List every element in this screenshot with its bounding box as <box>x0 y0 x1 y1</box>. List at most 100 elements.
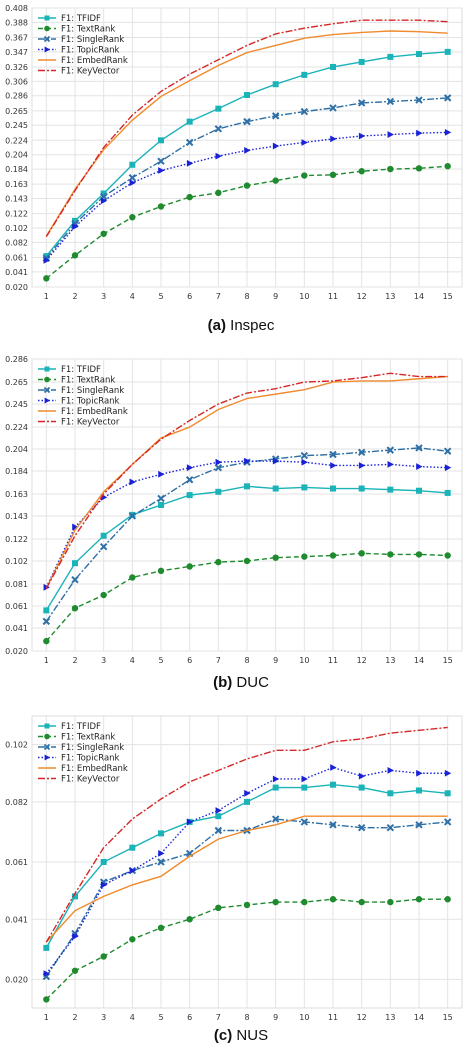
data-point <box>244 146 251 154</box>
y-tick-label: 0.061 <box>5 858 28 867</box>
data-point <box>43 253 50 260</box>
data-point <box>416 463 423 470</box>
legend-label: F1: TextRank <box>61 25 115 35</box>
data-point <box>271 815 280 823</box>
data-point <box>72 223 79 230</box>
data-point <box>186 916 193 923</box>
x-tick-label: 3 <box>101 656 106 665</box>
data-point <box>415 96 423 104</box>
data-point <box>444 162 451 170</box>
data-point <box>186 563 193 570</box>
legend-marker <box>44 366 50 372</box>
data-point <box>129 478 136 486</box>
legend-marker <box>43 386 51 394</box>
y-tick-label: 0.326 <box>5 63 28 72</box>
data-point <box>329 171 337 179</box>
data-point <box>129 161 136 168</box>
legend-marker <box>43 35 51 43</box>
data-point <box>300 451 309 460</box>
data-point <box>129 936 136 943</box>
x-tick-label: 15 <box>443 1013 453 1022</box>
data-point <box>301 553 308 560</box>
data-point <box>215 807 222 814</box>
series-ftextrank <box>43 896 451 1003</box>
data-point <box>272 775 280 783</box>
x-tick-label: 4 <box>130 1013 135 1022</box>
data-point <box>330 135 337 143</box>
data-point <box>415 821 423 829</box>
x-tick-label: 14 <box>414 292 424 301</box>
data-point <box>330 485 336 492</box>
data-point <box>158 850 165 857</box>
x-tick-label: 2 <box>72 1013 77 1022</box>
legend-label: F1: TopicRank <box>61 754 120 764</box>
x-tick-label: 9 <box>273 292 278 301</box>
x-tick-label: 1 <box>44 1013 49 1022</box>
data-point <box>43 256 50 264</box>
legend-marker <box>44 733 50 740</box>
x-tick-label: 12 <box>357 292 367 301</box>
data-point <box>301 775 308 783</box>
series-fkeyvector <box>45 19 448 238</box>
data-point <box>214 125 223 133</box>
y-tick-label: 0.020 <box>5 975 28 984</box>
data-point <box>244 483 250 490</box>
legend-label: F1: SingleRank <box>61 386 124 396</box>
x-tick-label: 11 <box>328 292 338 301</box>
data-point <box>100 591 107 599</box>
legend-label: F1: EmbedRank <box>61 764 128 774</box>
series-ftfidf <box>43 48 451 260</box>
data-point <box>387 790 394 797</box>
y-tick-label: 0.163 <box>5 180 28 189</box>
y-tick-label: 0.245 <box>5 400 28 409</box>
data-point <box>272 457 280 465</box>
data-point <box>301 139 308 146</box>
data-point <box>100 881 108 889</box>
y-tick-label: 0.184 <box>5 467 28 476</box>
y-tick-label: 0.163 <box>5 490 28 499</box>
data-point <box>387 766 394 774</box>
legend-label: F1: TFIDF <box>61 14 101 24</box>
data-point <box>272 81 279 88</box>
data-point <box>272 485 279 492</box>
x-tick-label: 11 <box>328 656 338 665</box>
data-point <box>301 784 308 791</box>
data-point <box>129 844 136 851</box>
y-tick-label: 0.245 <box>5 121 28 130</box>
data-point <box>157 567 165 575</box>
x-tick-label: 3 <box>101 292 106 301</box>
data-point <box>358 462 366 469</box>
data-point <box>415 896 423 903</box>
y-tick-label: 0.020 <box>5 283 28 292</box>
legend-label: F1: EmbedRank <box>61 56 128 66</box>
data-point <box>444 128 452 136</box>
y-tick-label: 0.204 <box>5 151 28 160</box>
data-point <box>416 769 423 777</box>
data-point <box>186 492 193 499</box>
data-point <box>358 772 366 780</box>
data-point <box>185 138 194 147</box>
data-point <box>243 117 251 126</box>
legend-marker <box>44 25 50 32</box>
data-point <box>43 996 50 1003</box>
x-tick-label: 12 <box>357 656 367 665</box>
data-point <box>330 781 336 788</box>
data-point <box>330 63 336 70</box>
y-tick-label: 0.102 <box>5 557 28 566</box>
data-point <box>157 157 165 165</box>
data-point <box>215 488 222 495</box>
caption-name: Inspec <box>230 317 275 334</box>
caption-letter: (b) <box>213 674 232 691</box>
chart-panel-0: 0.020 0.041 0.061 0.082 0.102 0.122 0.143 0.163… <box>5 4 463 334</box>
x-tick-label: 6 <box>187 656 192 665</box>
series-ftopicrank <box>43 457 452 591</box>
legend-marker <box>44 397 50 404</box>
data-point <box>129 214 136 221</box>
y-tick-label: 0.061 <box>5 602 28 611</box>
y-tick-label: 0.081 <box>5 580 28 589</box>
data-point <box>444 769 452 777</box>
data-point <box>158 470 165 478</box>
data-point <box>215 152 222 160</box>
data-point <box>416 787 422 794</box>
